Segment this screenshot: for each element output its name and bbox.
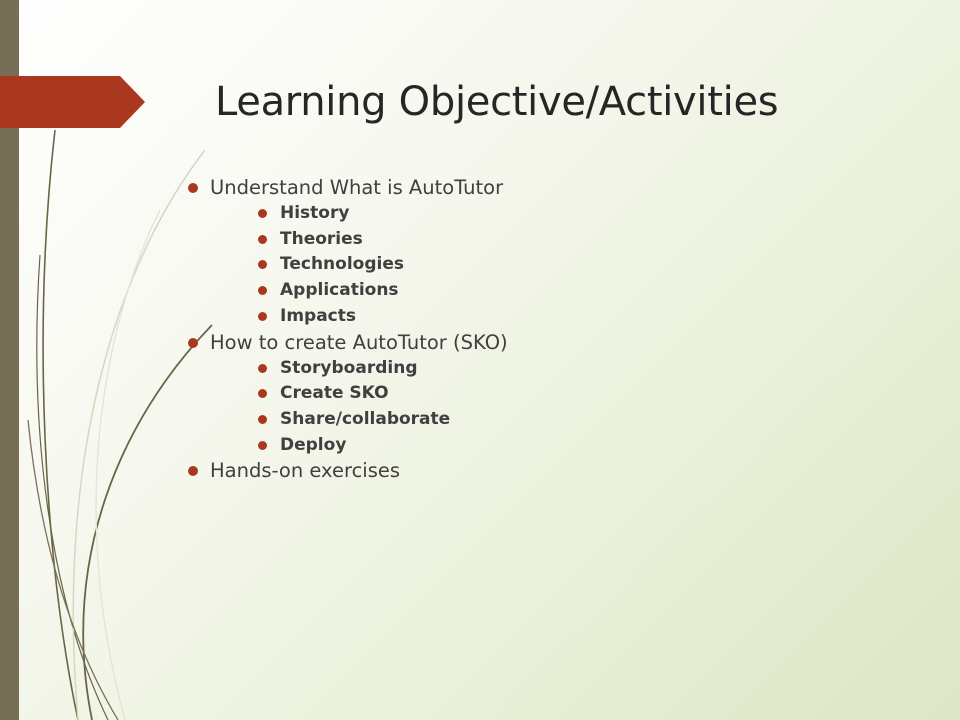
sub-item-text: Impacts: [280, 305, 357, 326]
list-item: Understand What is AutoTutor History The…: [188, 175, 888, 330]
bullet-content: Understand What is AutoTutor History The…: [188, 175, 888, 484]
slide-title: Learning Objective/Activities: [215, 79, 779, 125]
sub-list-item: Create SKO: [258, 381, 888, 407]
left-accent-bar: [0, 0, 19, 720]
bullet-dot: [188, 337, 198, 348]
list-item-text: Understand What is AutoTutor: [210, 176, 504, 199]
sub-list: History Theories Technologies Applicatio…: [210, 201, 888, 330]
sub-list-item: Storyboarding: [258, 356, 888, 382]
sub-item-text: Share/collaborate: [280, 408, 451, 429]
sub-list-item: Share/collaborate: [258, 407, 888, 433]
title-accent-tab: [0, 76, 145, 128]
bullet-dot: [188, 183, 198, 193]
sub-item-text: Applications: [280, 280, 399, 301]
sub-list-item: Deploy: [258, 433, 888, 459]
bullet-dot: [258, 389, 267, 399]
bullet-dot: [258, 363, 267, 373]
sub-item-text: History: [280, 203, 350, 223]
sub-list-item: Theories: [258, 227, 888, 253]
sub-list-item: Applications: [258, 278, 888, 304]
sub-list-item: Impacts: [258, 304, 888, 330]
objectives-list: Understand What is AutoTutor History The…: [188, 175, 888, 484]
bullet-dot: [258, 414, 267, 424]
sub-item-text: Theories: [280, 228, 363, 249]
list-item-text: How to create AutoTutor (SKO): [210, 330, 508, 354]
bullet-dot: [258, 260, 267, 270]
sub-item-text: Technologies: [280, 254, 404, 275]
sub-item-text: Deploy: [280, 434, 347, 455]
bullet-dot: [258, 311, 267, 321]
bullet-dot: [258, 209, 267, 218]
list-item: Hands-on exercises: [188, 458, 888, 484]
sub-item-text: Create SKO: [280, 383, 389, 404]
bullet-dot: [258, 286, 267, 296]
list-item: How to create AutoTutor (SKO) Storyboard…: [188, 330, 888, 459]
sub-list: Storyboarding Create SKO Share/collabora…: [210, 356, 888, 459]
sub-list-item: History: [258, 201, 888, 227]
bullet-dot: [258, 234, 267, 244]
bullet-dot: [258, 440, 267, 450]
sub-list-item: Technologies: [258, 252, 888, 278]
list-item-text: Hands-on exercises: [210, 459, 401, 483]
sub-item-text: Storyboarding: [280, 357, 418, 378]
bullet-dot: [188, 466, 198, 477]
